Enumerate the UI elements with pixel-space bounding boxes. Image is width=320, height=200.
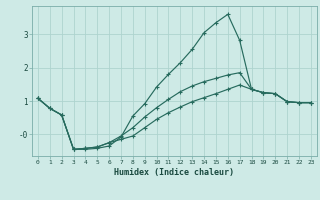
X-axis label: Humidex (Indice chaleur): Humidex (Indice chaleur) [115, 168, 234, 177]
